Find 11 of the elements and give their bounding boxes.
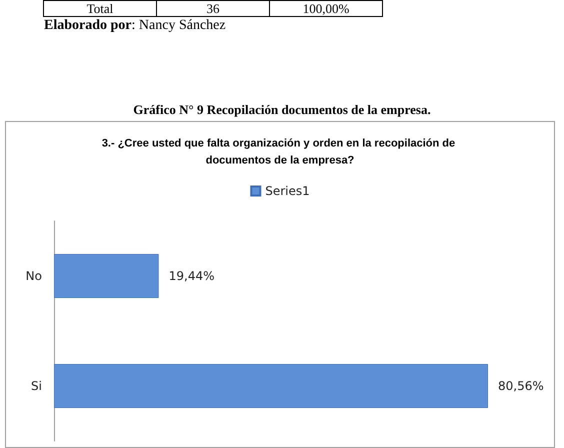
chart-title: Gráfico N° 9 Recopilación documentos de la empresa.: [132, 102, 432, 118]
y-tick-label: Si: [31, 379, 42, 393]
chart-subtitle: 3.- ¿Cree usted que falta organización y orden en la recopilación de documentos de la empresa?: [102, 138, 458, 166]
data-label: 19,44%: [168, 269, 214, 283]
text: 36: [156, 0, 270, 16]
legend-label: Series1: [265, 184, 310, 198]
text: 100,00%: [270, 0, 382, 16]
text: Total: [44, 0, 156, 16]
text: Elaborado por: Nancy Sánchez: [44, 18, 226, 34]
data-label: 80,56%: [498, 379, 544, 393]
y-tick-label: No: [26, 269, 42, 283]
